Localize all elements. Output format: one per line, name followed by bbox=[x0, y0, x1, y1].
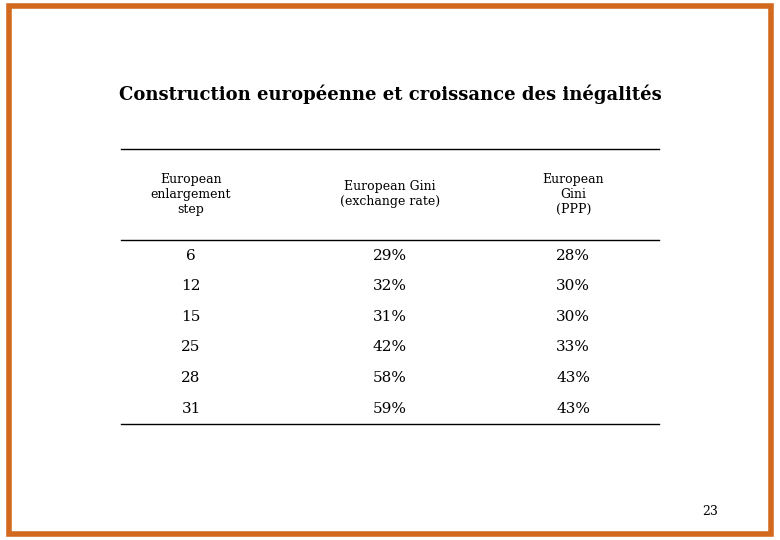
Text: 28: 28 bbox=[182, 371, 200, 385]
Text: Construction européenne et croissance des inégalités: Construction européenne et croissance de… bbox=[119, 85, 661, 104]
Text: 30%: 30% bbox=[556, 310, 590, 324]
Text: European
Gini
(PPP): European Gini (PPP) bbox=[542, 173, 604, 216]
Text: 23: 23 bbox=[702, 505, 718, 518]
Text: 29%: 29% bbox=[373, 248, 407, 262]
Text: 28%: 28% bbox=[556, 248, 590, 262]
Text: 31: 31 bbox=[182, 402, 200, 416]
Text: 6: 6 bbox=[186, 248, 196, 262]
Text: 58%: 58% bbox=[373, 371, 407, 385]
Text: European
enlargement
step: European enlargement step bbox=[151, 173, 232, 216]
Text: 59%: 59% bbox=[373, 402, 407, 416]
Text: 43%: 43% bbox=[556, 402, 590, 416]
Text: 43%: 43% bbox=[556, 371, 590, 385]
Text: European Gini
(exchange rate): European Gini (exchange rate) bbox=[340, 180, 440, 208]
Text: 12: 12 bbox=[181, 279, 201, 293]
Text: 42%: 42% bbox=[373, 340, 407, 354]
Text: 32%: 32% bbox=[373, 279, 407, 293]
Text: 31%: 31% bbox=[373, 310, 407, 324]
Text: 15: 15 bbox=[182, 310, 200, 324]
Text: 25: 25 bbox=[182, 340, 200, 354]
Text: 30%: 30% bbox=[556, 279, 590, 293]
Text: 33%: 33% bbox=[556, 340, 590, 354]
